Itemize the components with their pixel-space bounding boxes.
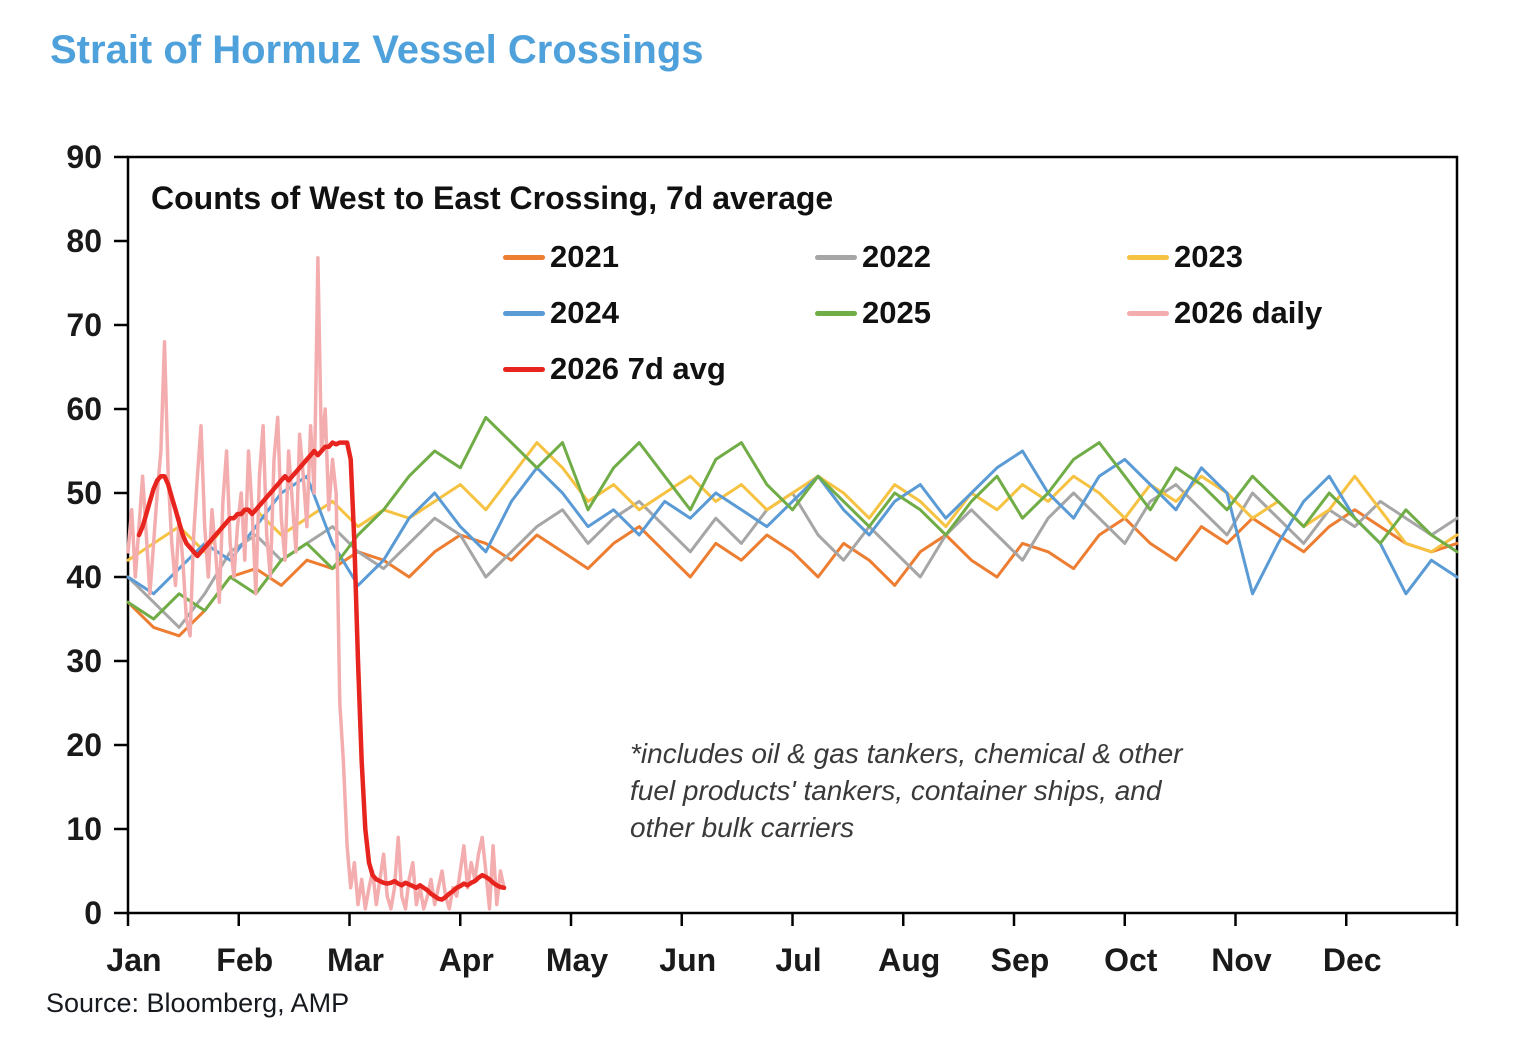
y-axis-tick-label: 30 xyxy=(66,643,102,679)
y-axis-tick-label: 20 xyxy=(66,727,102,763)
series-line-2026-7d-avg xyxy=(136,440,507,902)
legend-item-2026-7d-avg: 2026 7d avg xyxy=(503,351,815,386)
legend-label-2021: 2021 xyxy=(550,239,619,274)
legend-swatch-2026-7d-avg xyxy=(503,366,545,372)
series-line-2025 xyxy=(126,415,1459,621)
series-line-2026-daily xyxy=(126,256,506,911)
y-axis-tick-label: 10 xyxy=(66,811,102,847)
legend-swatch-2024 xyxy=(503,310,545,316)
legend-label-2025: 2025 xyxy=(862,295,931,330)
y-axis-tick-label: 60 xyxy=(66,391,102,427)
y-axis-tick-label: 40 xyxy=(66,559,102,595)
x-axis-tick-label: Nov xyxy=(1211,942,1272,978)
y-axis-tick-label: 50 xyxy=(66,475,102,511)
legend-swatch-2025 xyxy=(815,310,857,316)
x-axis-tick-label: Sep xyxy=(991,942,1050,978)
legend-item-2023: 2023 xyxy=(1127,239,1507,274)
x-axis-tick-label: Apr xyxy=(439,942,494,978)
legend-label-2026-daily: 2026 daily xyxy=(1174,295,1323,330)
legend-label-2022: 2022 xyxy=(862,239,931,274)
series-line-2023 xyxy=(126,441,1459,562)
x-axis-tick-label: Dec xyxy=(1323,942,1382,978)
legend-swatch-2021 xyxy=(503,254,545,260)
y-axis-tick-label: 90 xyxy=(66,139,102,175)
legend-item-2026-daily: 2026 daily xyxy=(1127,295,1507,330)
x-axis-tick-label: May xyxy=(546,942,608,978)
page-title: Strait of Hormuz Vessel Crossings xyxy=(50,28,704,72)
series-line-2021 xyxy=(126,508,1459,638)
legend: 2021 2022 2023 2024 2025 2026 daily xyxy=(503,239,1507,386)
x-axis-tick-label: Mar xyxy=(327,942,384,978)
legend-item-2022: 2022 xyxy=(815,239,1127,274)
y-axis-tick-label: 70 xyxy=(66,307,102,343)
x-axis-tick-label: Jan xyxy=(106,942,161,978)
x-axis-tick-label: Oct xyxy=(1104,942,1158,978)
x-axis-tick-label: Aug xyxy=(878,942,940,978)
legend-label-2023: 2023 xyxy=(1174,239,1243,274)
legend-swatch-2026-daily xyxy=(1127,310,1169,316)
legend-swatch-2022 xyxy=(815,254,857,260)
x-axis-tick-label: Feb xyxy=(216,942,273,978)
source-text: Source: Bloomberg, AMP xyxy=(46,988,350,1018)
chart-inner-title: Counts of West to East Crossing, 7d aver… xyxy=(151,180,834,216)
legend-swatch-2023 xyxy=(1127,254,1169,260)
y-axis-tick-label: 0 xyxy=(84,895,102,931)
legend-label-2026-7d-avg: 2026 7d avg xyxy=(550,351,726,386)
legend-item-2024: 2024 xyxy=(503,295,815,330)
legend-item-2025: 2025 xyxy=(815,295,1127,330)
legend-label-2024: 2024 xyxy=(550,295,619,330)
x-axis-tick-label: Jun xyxy=(659,942,716,978)
series-line-2024 xyxy=(126,449,1459,596)
x-axis-tick-label: Jul xyxy=(775,942,821,978)
y-axis-tick-label: 80 xyxy=(66,223,102,259)
legend-item-2021: 2021 xyxy=(503,239,815,274)
annotation-note: *includes oil & gas tankers, chemical & … xyxy=(630,738,1183,843)
